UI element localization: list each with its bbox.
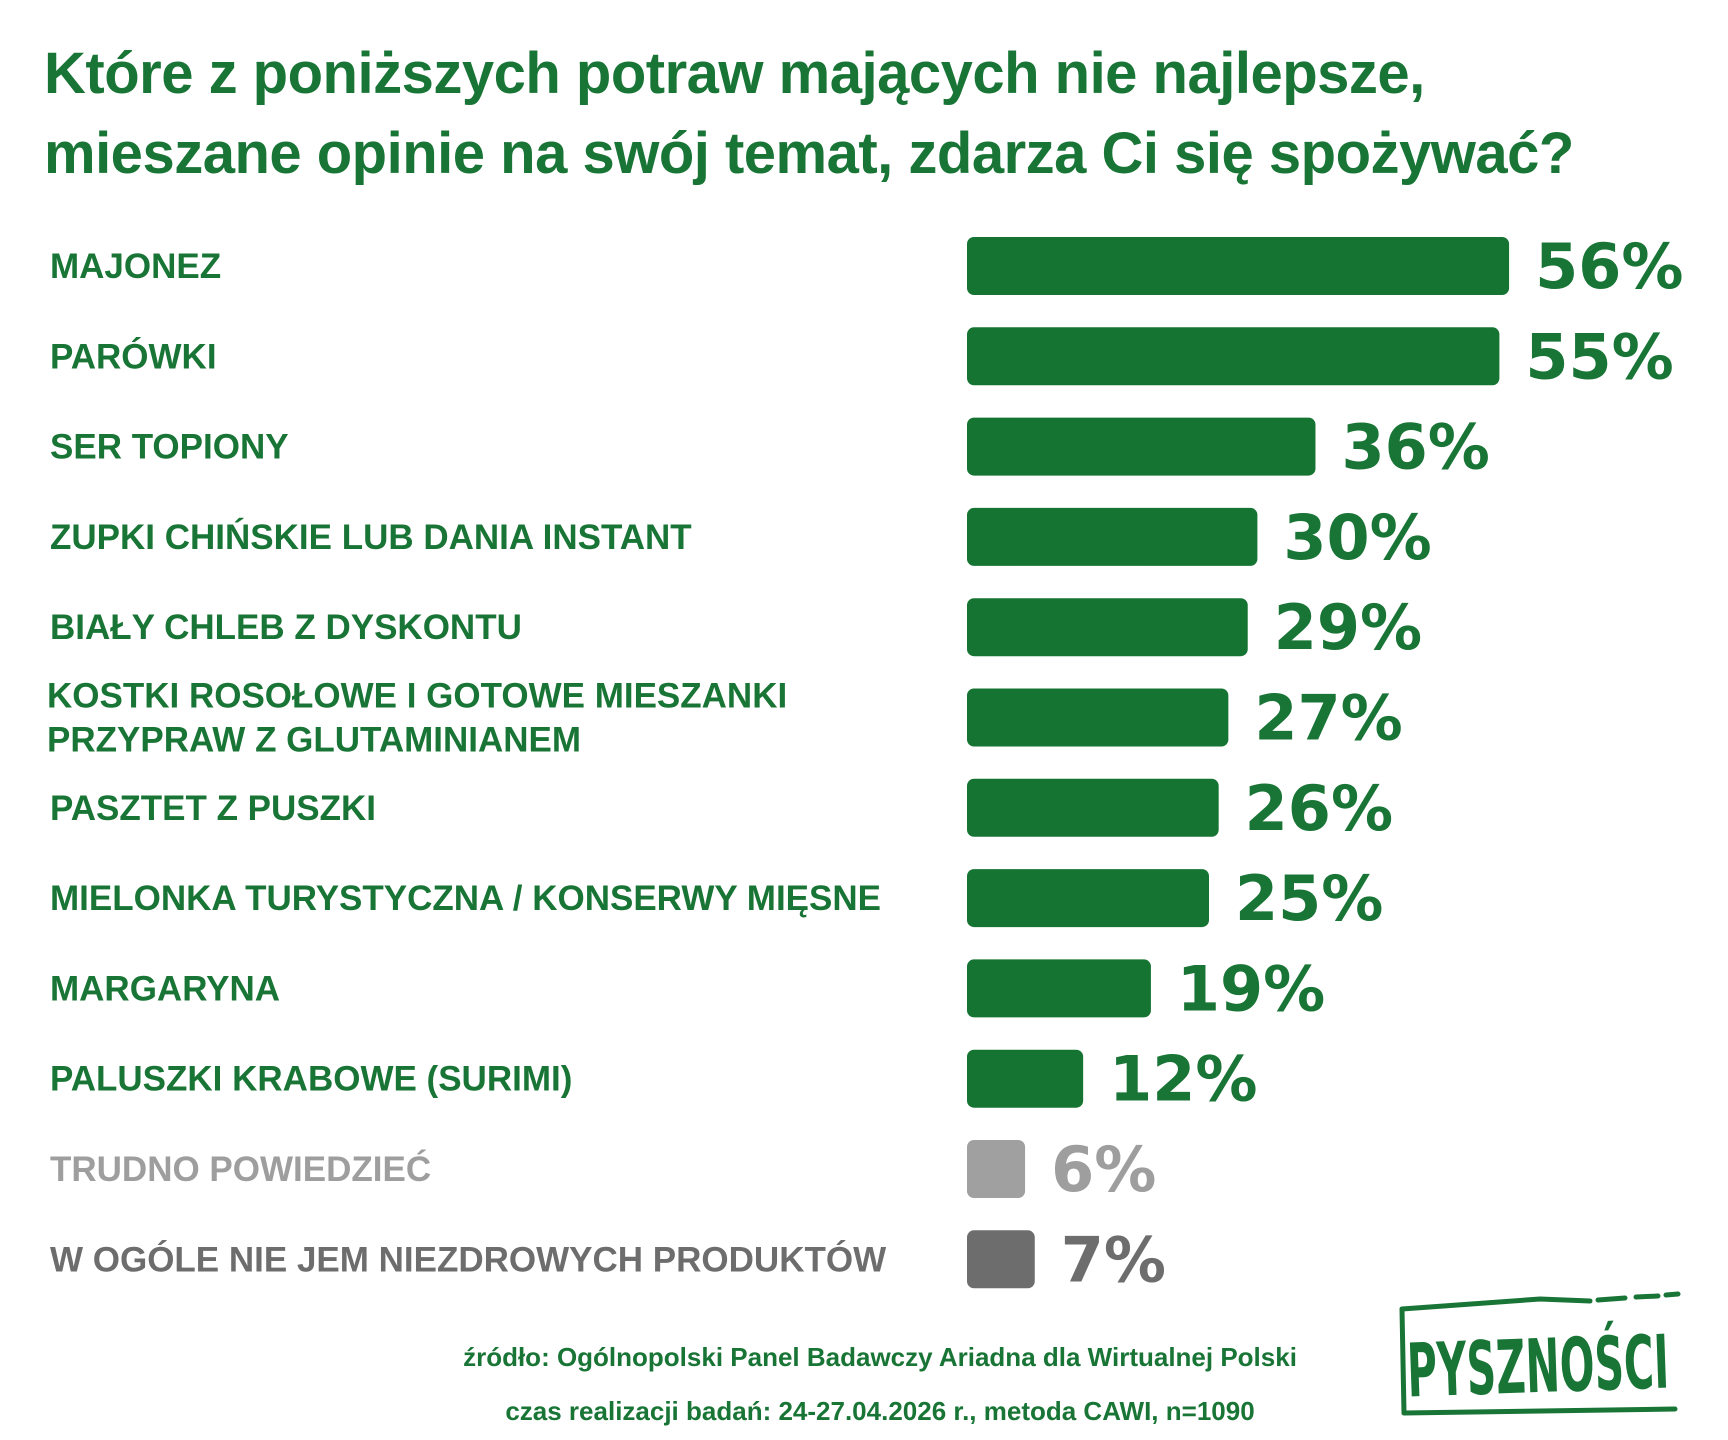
bar-11 [967, 1140, 1026, 1198]
category-label-7: PASZTET Z PUSZKI [50, 789, 376, 828]
value-label-6: 27% [1254, 682, 1402, 755]
category-label-9: MARGARYNA [50, 969, 280, 1008]
bar-chart: 56% MAJONEZ 55% PARÓWKI 36% SER TOPIONY 30% ZUP… [47, 230, 1683, 1296]
category-label-12: W OGÓLE NIE JEM NIEZDROWYCH PRODUKTÓW [50, 1239, 886, 1279]
value-label-3: 36% [1341, 411, 1489, 484]
value-label-9: 19% [1177, 952, 1325, 1025]
category-label-5: BIAŁY CHLEB Z DYSKONTU [50, 608, 522, 647]
category-label-11: TRUDNO POWIEDZIEĆ [50, 1149, 431, 1189]
logo-frame-top [1399, 1291, 1681, 1312]
bar-7 [967, 778, 1219, 837]
source-line-1: źródło: Ogólnopolski Panel Badawczy Aria… [463, 1342, 1297, 1372]
value-label-7: 26% [1245, 772, 1393, 845]
value-label-11: 6% [1051, 1133, 1156, 1206]
source-line-2: czas realizacji badań: 24-27.04.2026 r.,… [505, 1396, 1255, 1426]
bar-6 [967, 688, 1229, 747]
bar-1 [967, 237, 1510, 295]
chart-title-line-1: Które z poniższych potraw mających nie n… [44, 41, 1425, 106]
bar-3 [967, 417, 1316, 476]
category-label-2: PARÓWKI [50, 336, 217, 376]
bar-5 [967, 598, 1248, 657]
value-label-4: 30% [1283, 501, 1431, 574]
value-label-2: 55% [1525, 320, 1673, 393]
value-label-10: 12% [1109, 1043, 1257, 1116]
category-label-1: MAJONEZ [50, 247, 221, 286]
bar-10 [967, 1049, 1084, 1108]
value-label-12: 7% [1061, 1223, 1166, 1296]
category-label-6-line-2: PRZYPRAW Z GLUTAMINIANEM [47, 721, 581, 760]
category-label-8: MIELONKA TURYSTYCZNA / KONSERWY MIĘSNE [50, 879, 881, 918]
chart-title-line-2: mieszane opinie na swój temat, zdarza Ci… [44, 121, 1574, 186]
chart-title: Które z poniższych potraw mających nie n… [44, 34, 1704, 194]
value-label-8: 25% [1235, 862, 1383, 935]
logo-wordmark: PYSZNOŚCI [1406, 1317, 1671, 1414]
value-label-5: 29% [1274, 591, 1422, 664]
bar-8 [967, 869, 1209, 928]
value-label-1: 56% [1535, 230, 1683, 303]
bar-4 [967, 507, 1258, 566]
bar-12 [967, 1230, 1035, 1289]
category-label-10: PALUSZKI KRABOWE (SURIMI) [50, 1060, 572, 1099]
bar-2 [967, 327, 1500, 386]
category-label-3: SER TOPIONY [50, 428, 289, 467]
logo-frame-bottom [1401, 1406, 1678, 1416]
category-label-6-line-1: KOSTKI ROSOŁOWE I GOTOWE MIESZANKI [47, 677, 787, 716]
bar-9 [967, 959, 1151, 1018]
pysznosci-logo: PYSZNOŚCI [1399, 1291, 1681, 1416]
logo-frame-left [1399, 1306, 1407, 1416]
category-label-4: ZUPKI CHIŃSKIE LUB DANIA INSTANT [50, 517, 692, 557]
